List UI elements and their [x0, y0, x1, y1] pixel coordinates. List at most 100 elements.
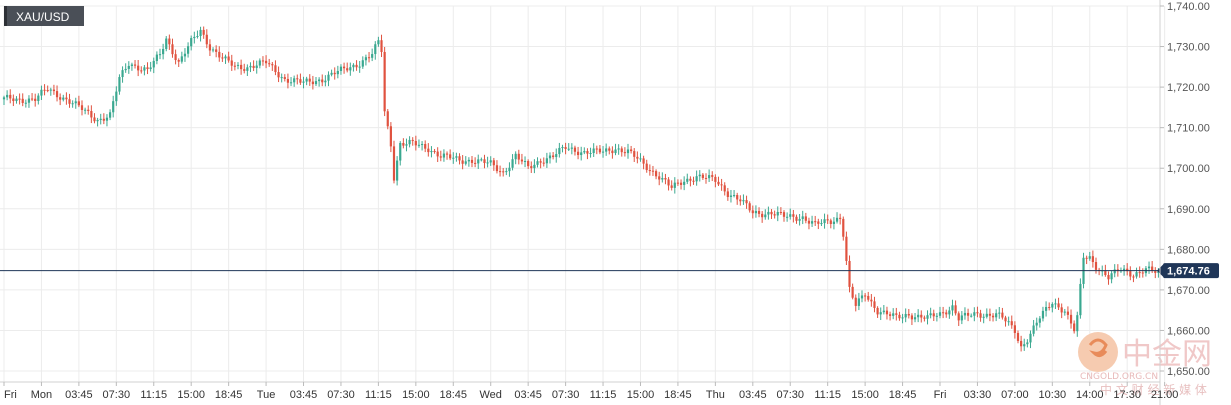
candle-body: [162, 48, 165, 55]
candle-body: [389, 126, 392, 147]
candle-body: [1032, 325, 1035, 334]
candle-body: [645, 163, 648, 171]
candle-body: [180, 56, 183, 62]
candle-body: [692, 180, 695, 182]
candle-body: [183, 53, 187, 57]
candle-body: [155, 54, 158, 61]
candle-body: [293, 78, 296, 83]
y-tick-label: 1,740.00: [1167, 1, 1210, 13]
candle-body: [913, 317, 917, 320]
x-tick-label: Wed: [480, 389, 502, 401]
candle-body: [1122, 268, 1126, 271]
candle-body: [920, 314, 923, 318]
candle-body: [988, 313, 992, 316]
candle-body: [15, 98, 18, 102]
candle-body: [770, 211, 773, 215]
candle-body: [773, 214, 776, 216]
candle-body: [998, 312, 1001, 314]
candle-body: [427, 148, 430, 153]
candle-body: [1151, 266, 1154, 271]
x-tick-label: 10:30: [1039, 389, 1067, 401]
candle-body: [271, 64, 274, 66]
candle-body: [1094, 262, 1098, 270]
candle-body: [118, 77, 121, 92]
candle-body: [648, 170, 651, 172]
candle-body: [754, 210, 758, 214]
candle-body: [595, 148, 598, 150]
candle-body: [336, 70, 339, 75]
candle-body: [130, 64, 134, 66]
symbol-badge[interactable]: XAU/USD: [4, 6, 84, 26]
candle-body: [817, 221, 820, 224]
candle-body: [514, 153, 517, 160]
candle-body: [786, 216, 789, 218]
x-tick-label: 11:15: [814, 389, 841, 401]
candle-body: [842, 218, 845, 237]
candle-body: [611, 150, 614, 154]
candle-body: [199, 29, 202, 37]
candle-body: [146, 67, 149, 70]
candle-body: [879, 312, 882, 315]
x-tick-label: 14:00: [1076, 389, 1104, 401]
candle-body: [620, 148, 623, 153]
candle-body: [829, 220, 832, 225]
candle-body: [929, 313, 932, 316]
candle-body: [642, 158, 645, 164]
candle-body: [798, 218, 801, 221]
candle-body: [352, 64, 355, 68]
candle-body: [651, 170, 655, 172]
candle-body: [243, 69, 246, 71]
candle-body: [895, 313, 898, 315]
candle-body: [342, 66, 346, 69]
candle-body: [1044, 306, 1048, 311]
candle-body: [77, 101, 80, 106]
candle-body: [9, 94, 12, 99]
candle-body: [442, 153, 446, 158]
current-price-label: 1,674.76: [1157, 263, 1219, 279]
x-tick-label: 15:00: [627, 389, 655, 401]
candle-body: [1063, 311, 1066, 313]
x-tick-label: Tue: [257, 389, 276, 401]
candle-body: [751, 210, 754, 214]
candle-body: [636, 156, 639, 159]
candle-body: [945, 312, 948, 315]
candle-body: [1048, 306, 1051, 308]
candle-body: [255, 65, 258, 68]
candle-body: [536, 161, 539, 165]
candle-body: [143, 67, 146, 71]
candle-body: [923, 317, 926, 319]
candle-body: [583, 151, 586, 153]
candle-body: [739, 199, 742, 202]
candle-body: [623, 152, 626, 154]
x-tick-label: 21:00: [1151, 389, 1179, 401]
candle-body: [976, 312, 979, 314]
candle-body: [845, 236, 848, 261]
candle-body: [567, 148, 570, 150]
candle-body: [576, 151, 580, 156]
candle-body: [445, 153, 449, 155]
candle-body: [405, 144, 408, 146]
candle-body: [202, 29, 205, 35]
candle-body: [1135, 272, 1138, 277]
candle-body: [848, 260, 851, 287]
candle-body: [873, 301, 876, 308]
candle-body: [904, 313, 907, 318]
candle-body: [982, 316, 985, 318]
candle-body: [149, 67, 152, 70]
candle-body: [664, 178, 667, 180]
candle-body: [62, 97, 65, 100]
candle-body: [951, 305, 954, 311]
candle-body: [673, 182, 676, 188]
candle-body: [102, 118, 105, 121]
candle-body: [720, 184, 723, 186]
candle-body: [374, 44, 377, 55]
candle-body: [764, 214, 767, 218]
candle-body: [835, 217, 839, 222]
candle-body: [552, 155, 555, 158]
candle-body: [339, 66, 343, 71]
candle-body: [171, 44, 174, 55]
y-tick-label: 1,660.00: [1167, 325, 1210, 337]
candle-body: [1051, 303, 1054, 308]
candle-body: [910, 315, 914, 320]
